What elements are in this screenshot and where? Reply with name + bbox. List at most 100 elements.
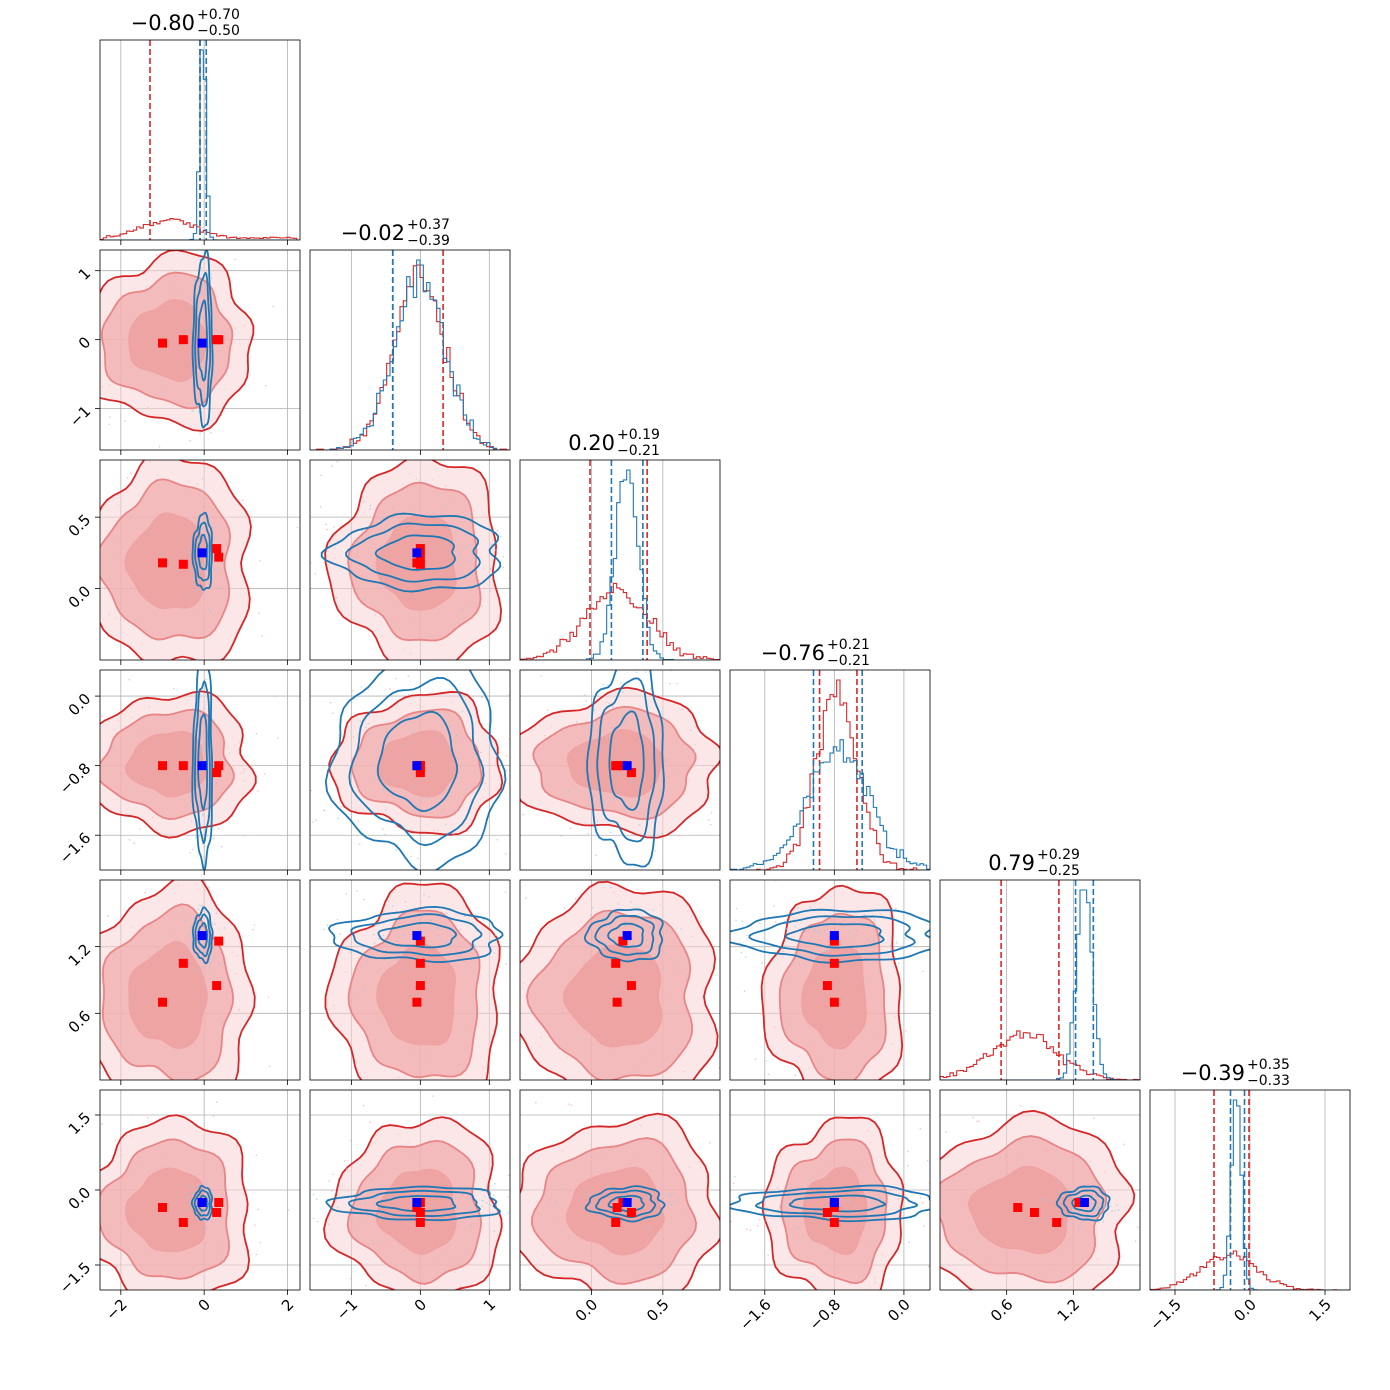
- scatter-point: [207, 608, 210, 610]
- scatter-point: [201, 350, 204, 352]
- scatter-point: [514, 1292, 516, 1294]
- panel-frame: [519, 669, 721, 871]
- panel-frame: [309, 459, 511, 661]
- marker-group: [822, 1198, 839, 1227]
- scatter-point: [513, 954, 515, 956]
- scatter-point: [201, 785, 204, 788]
- scatter-point: [189, 852, 192, 854]
- scatter-point: [1075, 1186, 1078, 1188]
- scatter-point: [1114, 1210, 1116, 1212]
- scatter-point: [631, 943, 634, 945]
- scatter-point: [720, 1243, 722, 1245]
- scatter-point: [263, 773, 266, 775]
- scatter-point: [515, 964, 517, 966]
- scatter-point: [1078, 1215, 1081, 1218]
- panel-frame: [99, 249, 301, 451]
- scatter-point: [938, 918, 940, 920]
- scatter-point: [214, 957, 216, 959]
- scatter-point: [767, 1073, 770, 1075]
- scatter-point: [223, 927, 226, 929]
- scatter-point: [190, 1184, 192, 1187]
- scatter-point: [571, 1330, 573, 1332]
- scatter-point: [445, 912, 448, 914]
- scatter-point: [618, 986, 620, 989]
- scatter-point: [1019, 1104, 1022, 1107]
- scatter-point: [364, 1202, 366, 1205]
- scatter-point: [882, 1217, 884, 1219]
- scatter-point: [89, 1183, 91, 1185]
- scatter-point: [663, 808, 666, 811]
- scatter-point: [709, 823, 712, 826]
- scatter-point: [208, 886, 210, 888]
- scatter-point: [206, 665, 208, 667]
- scatter-point: [728, 1217, 730, 1219]
- scatter-point: [489, 1203, 492, 1206]
- scatter-point: [186, 943, 189, 945]
- scatter-point: [919, 1196, 922, 1199]
- scatter-point: [436, 735, 439, 738]
- scatter-point: [93, 610, 95, 612]
- scatter-point: [699, 921, 702, 923]
- scatter-point: [447, 501, 449, 504]
- scatter-point: [607, 724, 610, 726]
- scatter-point: [585, 925, 587, 928]
- scatter-point: [357, 820, 360, 823]
- scatter-point: [677, 1198, 679, 1201]
- scatter-point: [584, 961, 587, 963]
- scatter-point: [630, 779, 633, 781]
- x-tick-label: 2: [278, 1296, 297, 1315]
- scatter-point: [763, 948, 765, 951]
- scatter-point: [623, 924, 626, 927]
- scatter-point: [97, 414, 99, 416]
- scatter-point: [390, 1214, 393, 1217]
- scatter-point: [520, 456, 522, 458]
- marker-primary: [829, 1203, 839, 1212]
- scatter-point: [389, 1195, 392, 1197]
- scatter-point: [613, 915, 616, 918]
- contour-secondary: [325, 1185, 501, 1222]
- scatter-point: [193, 279, 195, 281]
- scatter-point: [675, 740, 678, 743]
- scatter-point: [355, 809, 357, 811]
- scatter-point: [606, 1185, 608, 1187]
- x-tick-label: −1: [333, 1296, 361, 1324]
- scatter-point: [553, 1204, 555, 1207]
- scatter-point: [339, 933, 341, 935]
- scatter-point: [827, 1193, 830, 1195]
- scatter-point: [794, 1074, 796, 1076]
- scatter-point: [33, 991, 35, 993]
- scatter-point: [335, 877, 337, 879]
- tick-marks: [591, 1290, 664, 1295]
- contour-secondary: [1062, 1189, 1105, 1218]
- scatter-point: [504, 963, 507, 965]
- grid-lines: [764, 670, 905, 870]
- scatter-point: [633, 753, 635, 756]
- scatter-point: [242, 834, 245, 837]
- scatter-point: [1092, 1317, 1094, 1319]
- scatter-point: [671, 1202, 673, 1205]
- scatter-point: [424, 1225, 427, 1228]
- scatter-point: [709, 1142, 711, 1144]
- scatter-point: [130, 472, 132, 474]
- scatter-point: [647, 1196, 650, 1199]
- scatter-point: [734, 1175, 736, 1178]
- scatter-point: [200, 972, 202, 974]
- scatter-point: [64, 608, 66, 610]
- scatter-point: [1027, 1318, 1029, 1320]
- histogram-series-2: [730, 739, 930, 870]
- scatter-point: [635, 1197, 637, 1200]
- contour-secondary: [375, 1195, 457, 1212]
- scatter-point: [647, 1228, 650, 1230]
- contour-secondary: [191, 670, 214, 870]
- marker-primary: [1074, 1198, 1084, 1207]
- scatter-point: [423, 893, 425, 896]
- marker-primary: [626, 981, 636, 991]
- scatter-point: [749, 1229, 752, 1232]
- contour-secondary: [1071, 1194, 1097, 1213]
- contour-secondary: [1055, 1185, 1111, 1222]
- scatter-point: [560, 835, 563, 837]
- scatter-point: [314, 572, 317, 575]
- contour-primary: [100, 460, 252, 660]
- scatter-point: [514, 1094, 516, 1096]
- scatter-point: [629, 708, 631, 711]
